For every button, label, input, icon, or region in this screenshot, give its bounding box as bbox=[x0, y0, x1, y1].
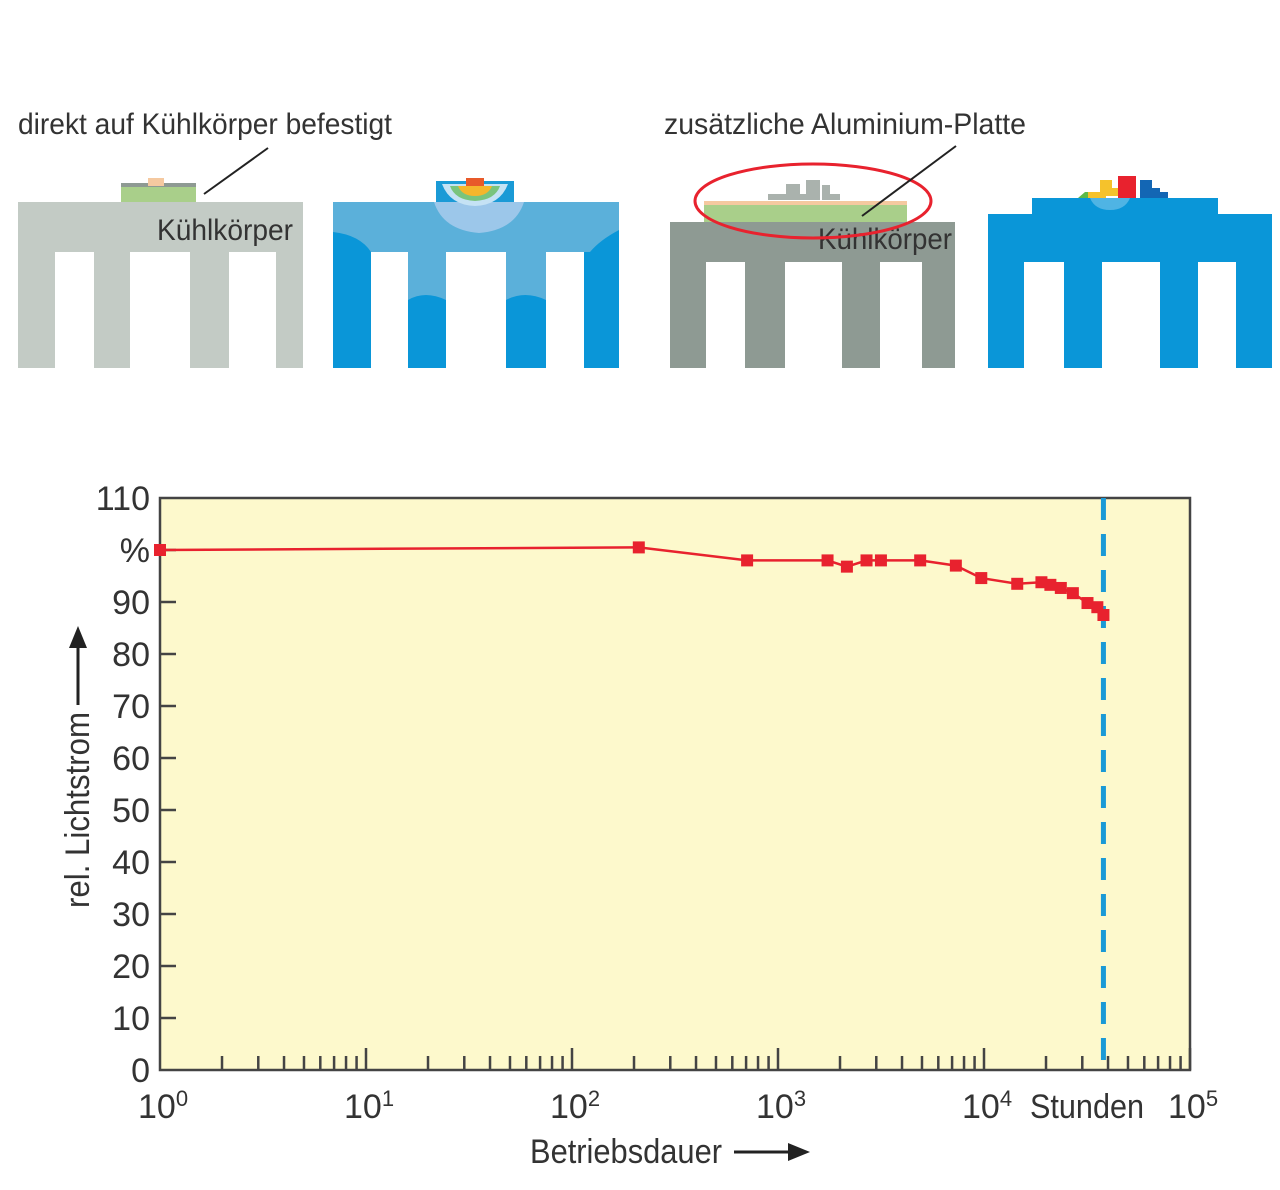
x-tick-base: 10 bbox=[756, 1088, 794, 1126]
x-tick-base: 10 bbox=[344, 1088, 382, 1126]
x-tick-label: 102 bbox=[550, 1086, 600, 1126]
x-tick-label: 104 bbox=[962, 1086, 1012, 1126]
data-point bbox=[860, 554, 873, 567]
x-tick-label: 101 bbox=[344, 1086, 394, 1126]
x-unit-label: Stunden bbox=[1030, 1088, 1144, 1126]
data-point bbox=[975, 572, 988, 585]
heatsink-label-2: Kühlkörper bbox=[818, 223, 952, 256]
y-tick-label: 0 bbox=[131, 1052, 150, 1090]
x-tick-base: 10 bbox=[962, 1088, 1000, 1126]
y-axis-arrow bbox=[69, 626, 87, 705]
plot-area bbox=[158, 496, 1192, 1072]
y-tick-label: 110 bbox=[96, 480, 150, 518]
x-tick-exponent: 0 bbox=[176, 1086, 188, 1111]
x-tick-exponent: 1 bbox=[382, 1086, 394, 1111]
data-point bbox=[840, 560, 853, 573]
data-point bbox=[154, 544, 166, 556]
data-point bbox=[821, 554, 834, 567]
data-point bbox=[949, 559, 962, 572]
y-tick-label: 20 bbox=[112, 948, 150, 986]
data-point bbox=[1044, 578, 1057, 591]
y-axis-title: rel. Lichtstrom bbox=[59, 712, 97, 908]
y-tick-label: 60 bbox=[112, 740, 150, 778]
y-tick-label: 40 bbox=[112, 844, 150, 882]
x-tick-exponent: 2 bbox=[588, 1086, 600, 1111]
x-tick-exponent: 5 bbox=[1206, 1086, 1218, 1111]
y-tick-label: 30 bbox=[112, 896, 150, 934]
y-tick-label: 10 bbox=[112, 1000, 150, 1038]
x-tick-label: 100 bbox=[138, 1086, 188, 1126]
x-tick-exponent: 4 bbox=[1000, 1086, 1012, 1111]
data-point bbox=[874, 554, 887, 567]
leader-line-right bbox=[861, 145, 957, 217]
data-point bbox=[632, 541, 645, 554]
x-tick-base: 10 bbox=[550, 1088, 588, 1126]
data-point bbox=[1054, 581, 1067, 594]
y-tick-label: 90 bbox=[112, 584, 150, 622]
leader-line-left bbox=[203, 147, 269, 195]
heatsink-thermal-direct bbox=[333, 178, 619, 368]
x-tick-base: 10 bbox=[138, 1088, 176, 1126]
data-point bbox=[1097, 609, 1110, 621]
heatsink-gray-direct bbox=[18, 178, 303, 368]
x-tick-exponent: 3 bbox=[794, 1086, 806, 1111]
highlight-ellipse bbox=[693, 162, 933, 240]
data-point bbox=[914, 554, 927, 567]
x-tick-label: 103 bbox=[756, 1086, 806, 1126]
data-point bbox=[1081, 597, 1094, 610]
heatsink-diagram: direkt auf Kühlkörper befestigt zusätzli… bbox=[18, 108, 1272, 368]
data-point bbox=[1011, 577, 1024, 590]
x-axis-arrow bbox=[734, 1143, 810, 1161]
x-tick-base: 10 bbox=[1168, 1088, 1206, 1126]
heatsink-thermal-aluminium-plate bbox=[988, 176, 1272, 368]
label-direct-mount: direkt auf Kühlkörper befestigt bbox=[18, 108, 393, 141]
data-point bbox=[741, 554, 754, 567]
heatsink-label-1: Kühlkörper bbox=[157, 214, 293, 247]
y-tick-label: 80 bbox=[112, 636, 150, 674]
x-tick-label: 105 bbox=[1168, 1086, 1218, 1126]
y-tick-label: % bbox=[120, 532, 150, 570]
label-aluminium-plate: zusätzliche Aluminium-Platte bbox=[664, 108, 1026, 141]
y-tick-label: 50 bbox=[112, 792, 150, 830]
heatsink-gray-aluminium-plate bbox=[670, 180, 955, 368]
data-point bbox=[1066, 587, 1079, 600]
y-tick-label: 70 bbox=[112, 688, 150, 726]
x-axis-title: Betriebsdauer bbox=[530, 1133, 722, 1171]
